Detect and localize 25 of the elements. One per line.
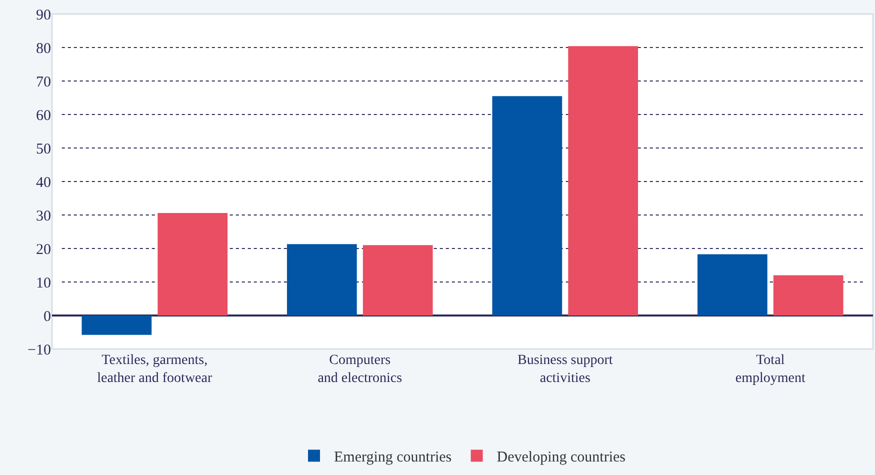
legend-label: Developing countries: [496, 450, 626, 466]
y-tick-label: 90: [36, 7, 51, 24]
y-tick-label: 10: [36, 275, 51, 292]
bar: [773, 275, 844, 316]
y-tick-label: 30: [36, 208, 51, 224]
bar: [568, 46, 638, 316]
bar: [362, 245, 433, 316]
x-tick-label: Total employment: [735, 353, 806, 386]
bar: [286, 244, 357, 316]
y-tick-label: 60: [36, 108, 51, 124]
bar: [697, 254, 768, 316]
y-tick-label: 0: [44, 308, 51, 325]
bar: [82, 316, 152, 335]
x-tick-label: Business support activities: [517, 353, 613, 386]
y-tick-label: 80: [36, 40, 51, 57]
y-tick-label: 50: [36, 141, 51, 158]
y-tick-label: −10: [28, 342, 51, 358]
bar: [158, 212, 228, 316]
x-tick-label: Computers and electronics: [318, 353, 402, 386]
y-tick-label: 20: [36, 242, 51, 258]
legend-label: Emerging countries: [334, 450, 452, 466]
y-tick-label: 40: [36, 174, 51, 191]
y-tick-label: 70: [36, 74, 51, 90]
bar: [492, 96, 562, 316]
x-tick-label: Textiles, garments, leather and footwear: [97, 353, 212, 386]
